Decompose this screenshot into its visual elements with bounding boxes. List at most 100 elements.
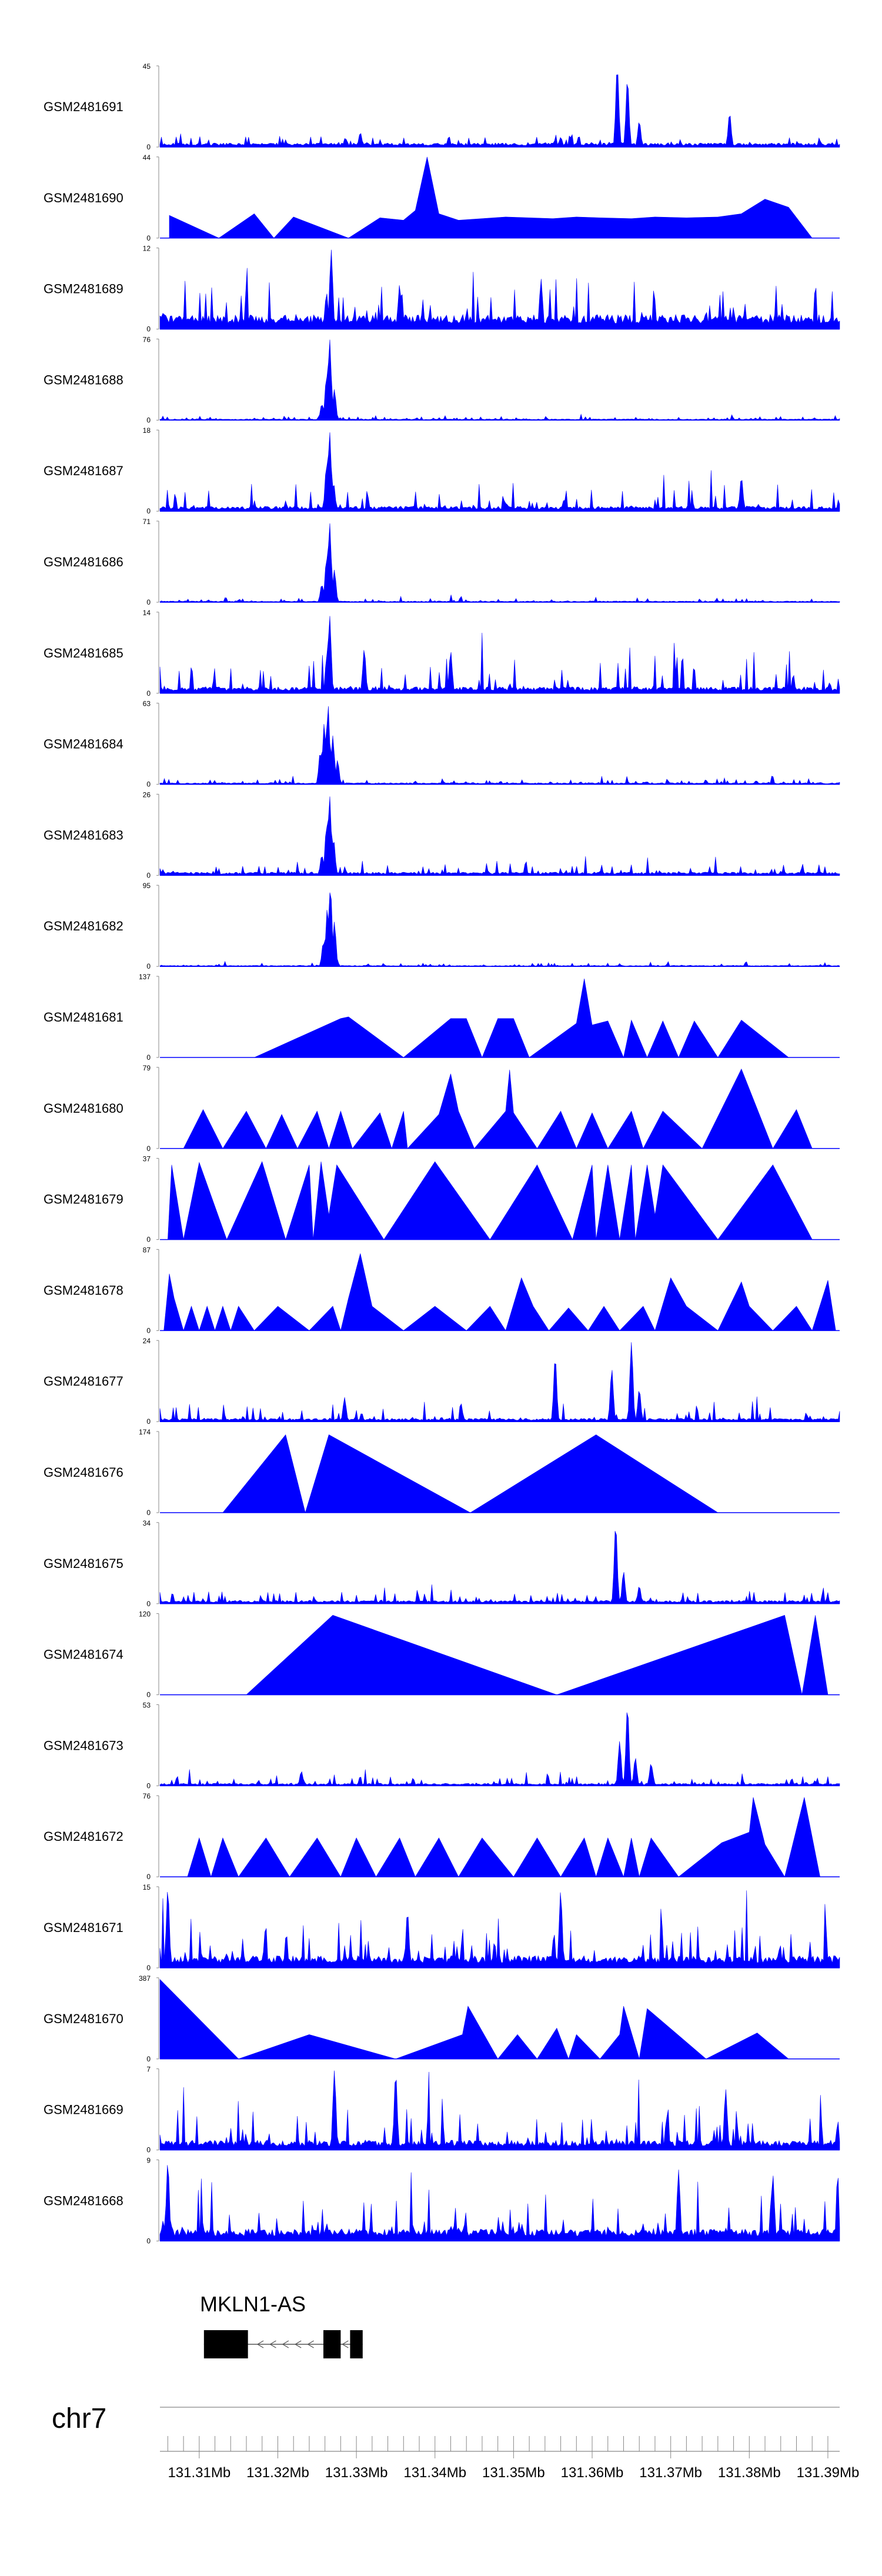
track-GSM2481674: GSM2481674 120 0 [44, 1610, 840, 1699]
track-GSM2481685: GSM2481685 14 0 [44, 609, 840, 698]
track-GSM2481686: GSM2481686 71 0 [44, 518, 840, 606]
strand-arrow-icon [294, 2340, 302, 2348]
coverage-area [254, 979, 789, 1058]
track-GSM2481671: GSM2481671 15 0 [44, 1883, 840, 1972]
y-max-label: 76 [143, 1792, 151, 1800]
gene-annotation: MKLN1-AS [200, 2292, 363, 2358]
x-tick-label: 131.34Mb [403, 2465, 466, 2481]
x-tick-label: 131.36Mb [561, 2465, 624, 2481]
track-label: GSM2481678 [44, 1283, 123, 1297]
y-zero-label: 0 [146, 416, 151, 424]
track-GSM2481669: GSM2481669 7 0 [44, 2066, 840, 2154]
gene-exon [323, 2330, 341, 2358]
track-GSM2481689: GSM2481689 12 0 [44, 245, 840, 333]
coverage-area [183, 1068, 813, 1149]
y-max-label: 87 [143, 1246, 151, 1254]
track-label: GSM2481669 [44, 2103, 123, 2117]
track-GSM2481690: GSM2481690 44 0 [44, 154, 840, 242]
track-label: GSM2481684 [44, 737, 123, 752]
track-label: GSM2481691 [44, 99, 123, 114]
coverage-area [159, 706, 840, 785]
y-max-label: 26 [143, 790, 151, 799]
y-max-label: 37 [143, 1155, 151, 1163]
x-tick-label: 131.33Mb [325, 2465, 388, 2481]
track-label: GSM2481677 [44, 1374, 123, 1389]
track-label: GSM2481689 [44, 282, 123, 296]
track-label: GSM2481676 [44, 1465, 123, 1480]
y-zero-label: 0 [146, 1600, 151, 1608]
coverage-area [159, 339, 840, 421]
coverage-area [159, 796, 840, 876]
genome-axis: chr7 131.31Mb 131.32Mb 131.33Mb 131.34Mb 131… [52, 2403, 859, 2481]
coverage-area [159, 1712, 840, 1786]
tracks-layer: GSM2481691450GSM2481690440GSM2481689120G… [44, 62, 840, 2245]
track-label: GSM2481673 [44, 1738, 123, 1753]
y-max-label: 15 [143, 1883, 151, 1891]
y-max-label: 120 [139, 1610, 151, 1619]
track-GSM2481668: GSM2481668 9 0 [44, 2156, 840, 2245]
track-GSM2481681: GSM2481681 137 0 [44, 973, 840, 1062]
track-GSM2481678: GSM2481678 87 0 [44, 1246, 840, 1334]
coverage-area [159, 249, 840, 329]
track-label: GSM2481681 [44, 1010, 123, 1025]
y-max-label: 387 [139, 1974, 151, 1983]
y-max-label: 95 [143, 882, 151, 890]
track-GSM2481676: GSM2481676 174 0 [44, 1428, 840, 1517]
track-GSM2481672: GSM2481672 76 0 [44, 1792, 840, 1881]
coverage-area [159, 432, 840, 512]
y-zero-label: 0 [146, 871, 151, 879]
strand-arrow-icon [282, 2340, 289, 2348]
track-GSM2481680: GSM2481680 79 0 [44, 1064, 840, 1153]
gene-exon [203, 2330, 248, 2358]
y-zero-label: 0 [146, 780, 151, 789]
y-zero-label: 0 [146, 507, 151, 515]
gene-label: MKLN1-AS [200, 2292, 306, 2316]
y-max-label: 44 [143, 154, 151, 162]
coverage-area [159, 1342, 840, 1422]
coverage-area [159, 523, 840, 603]
coverage-area [159, 616, 840, 694]
track-label: GSM2481686 [44, 555, 123, 569]
y-max-label: 34 [143, 1519, 151, 1527]
y-zero-label: 0 [146, 1781, 151, 1790]
y-max-label: 174 [139, 1428, 151, 1436]
track-GSM2481682: GSM2481682 95 0 [44, 882, 840, 970]
coverage-area [159, 892, 840, 967]
y-zero-label: 0 [146, 1964, 151, 1972]
x-tick-label: 131.39Mb [797, 2465, 860, 2481]
coverage-area [159, 2070, 840, 2150]
strand-arrow-icon [307, 2340, 314, 2348]
track-GSM2481684: GSM2481684 63 0 [44, 700, 840, 789]
y-zero-label: 0 [146, 2237, 151, 2245]
y-zero-label: 0 [146, 1236, 151, 1244]
y-max-label: 137 [139, 973, 151, 981]
x-tick-label: 131.37Mb [639, 2465, 702, 2481]
track-label: GSM2481675 [44, 1556, 123, 1571]
y-max-label: 18 [143, 426, 151, 435]
track-GSM2481670: GSM2481670 387 0 [44, 1974, 840, 2063]
track-label: GSM2481685 [44, 646, 123, 660]
coverage-area [163, 1253, 836, 1332]
strand-arrow-icon [256, 2340, 264, 2348]
strand-arrow-icon [269, 2340, 276, 2348]
track-label: GSM2481679 [44, 1192, 123, 1207]
y-max-label: 53 [143, 1701, 151, 1709]
track-label: GSM2481688 [44, 372, 123, 387]
y-zero-label: 0 [146, 1509, 151, 1517]
track-label: GSM2481672 [44, 1829, 123, 1844]
y-max-label: 63 [143, 700, 151, 708]
track-label: GSM2481687 [44, 463, 123, 478]
y-max-label: 24 [143, 1337, 151, 1345]
y-zero-label: 0 [146, 962, 151, 970]
y-max-label: 45 [143, 62, 151, 71]
track-GSM2481683: GSM2481683 26 0 [44, 790, 840, 879]
track-label: GSM2481682 [44, 919, 123, 933]
x-tick-label: 131.35Mb [482, 2465, 545, 2481]
track-label: GSM2481668 [44, 2193, 123, 2208]
y-max-label: 9 [146, 2156, 151, 2164]
y-max-label: 12 [143, 245, 151, 253]
y-max-label: 76 [143, 335, 151, 343]
x-tick-label: 131.38Mb [718, 2465, 781, 2481]
x-tick-label: 131.31Mb [168, 2465, 230, 2481]
